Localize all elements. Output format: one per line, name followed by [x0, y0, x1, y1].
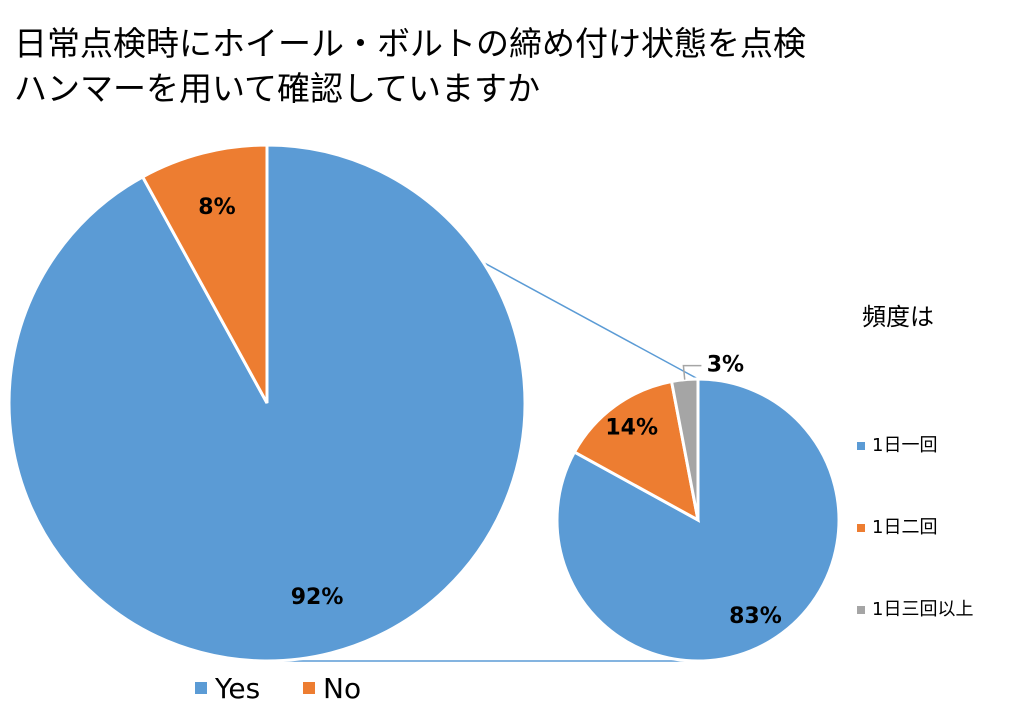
- legend-swatch: [857, 442, 865, 450]
- legend-title: 頻度は: [862, 303, 934, 331]
- pie-slice: [140, 143, 269, 404]
- legend-swatch: [857, 606, 865, 614]
- legend-label: Yes: [214, 672, 260, 705]
- data-label: 3%: [707, 353, 744, 378]
- legend-swatch: [303, 682, 315, 694]
- leader-line: [682, 364, 702, 380]
- data-label: 92%: [291, 585, 344, 610]
- chart-title: ハンマーを用いて確認していますか: [14, 69, 540, 108]
- legend-swatch: [195, 682, 207, 694]
- chart-title: 日常点検時にホイール・ボルトの締め付け状態を点検: [14, 24, 806, 63]
- legend-label: 1日一回: [872, 435, 937, 456]
- legend-label: No: [323, 672, 361, 705]
- data-label: 8%: [198, 195, 235, 220]
- legend-swatch: [857, 524, 865, 532]
- data-label: 83%: [729, 604, 782, 629]
- legend-label: 1日二回: [872, 517, 937, 538]
- legend-label: 1日三回以上: [872, 599, 973, 620]
- pie-slice: [572, 379, 701, 523]
- data-label: 14%: [605, 416, 658, 441]
